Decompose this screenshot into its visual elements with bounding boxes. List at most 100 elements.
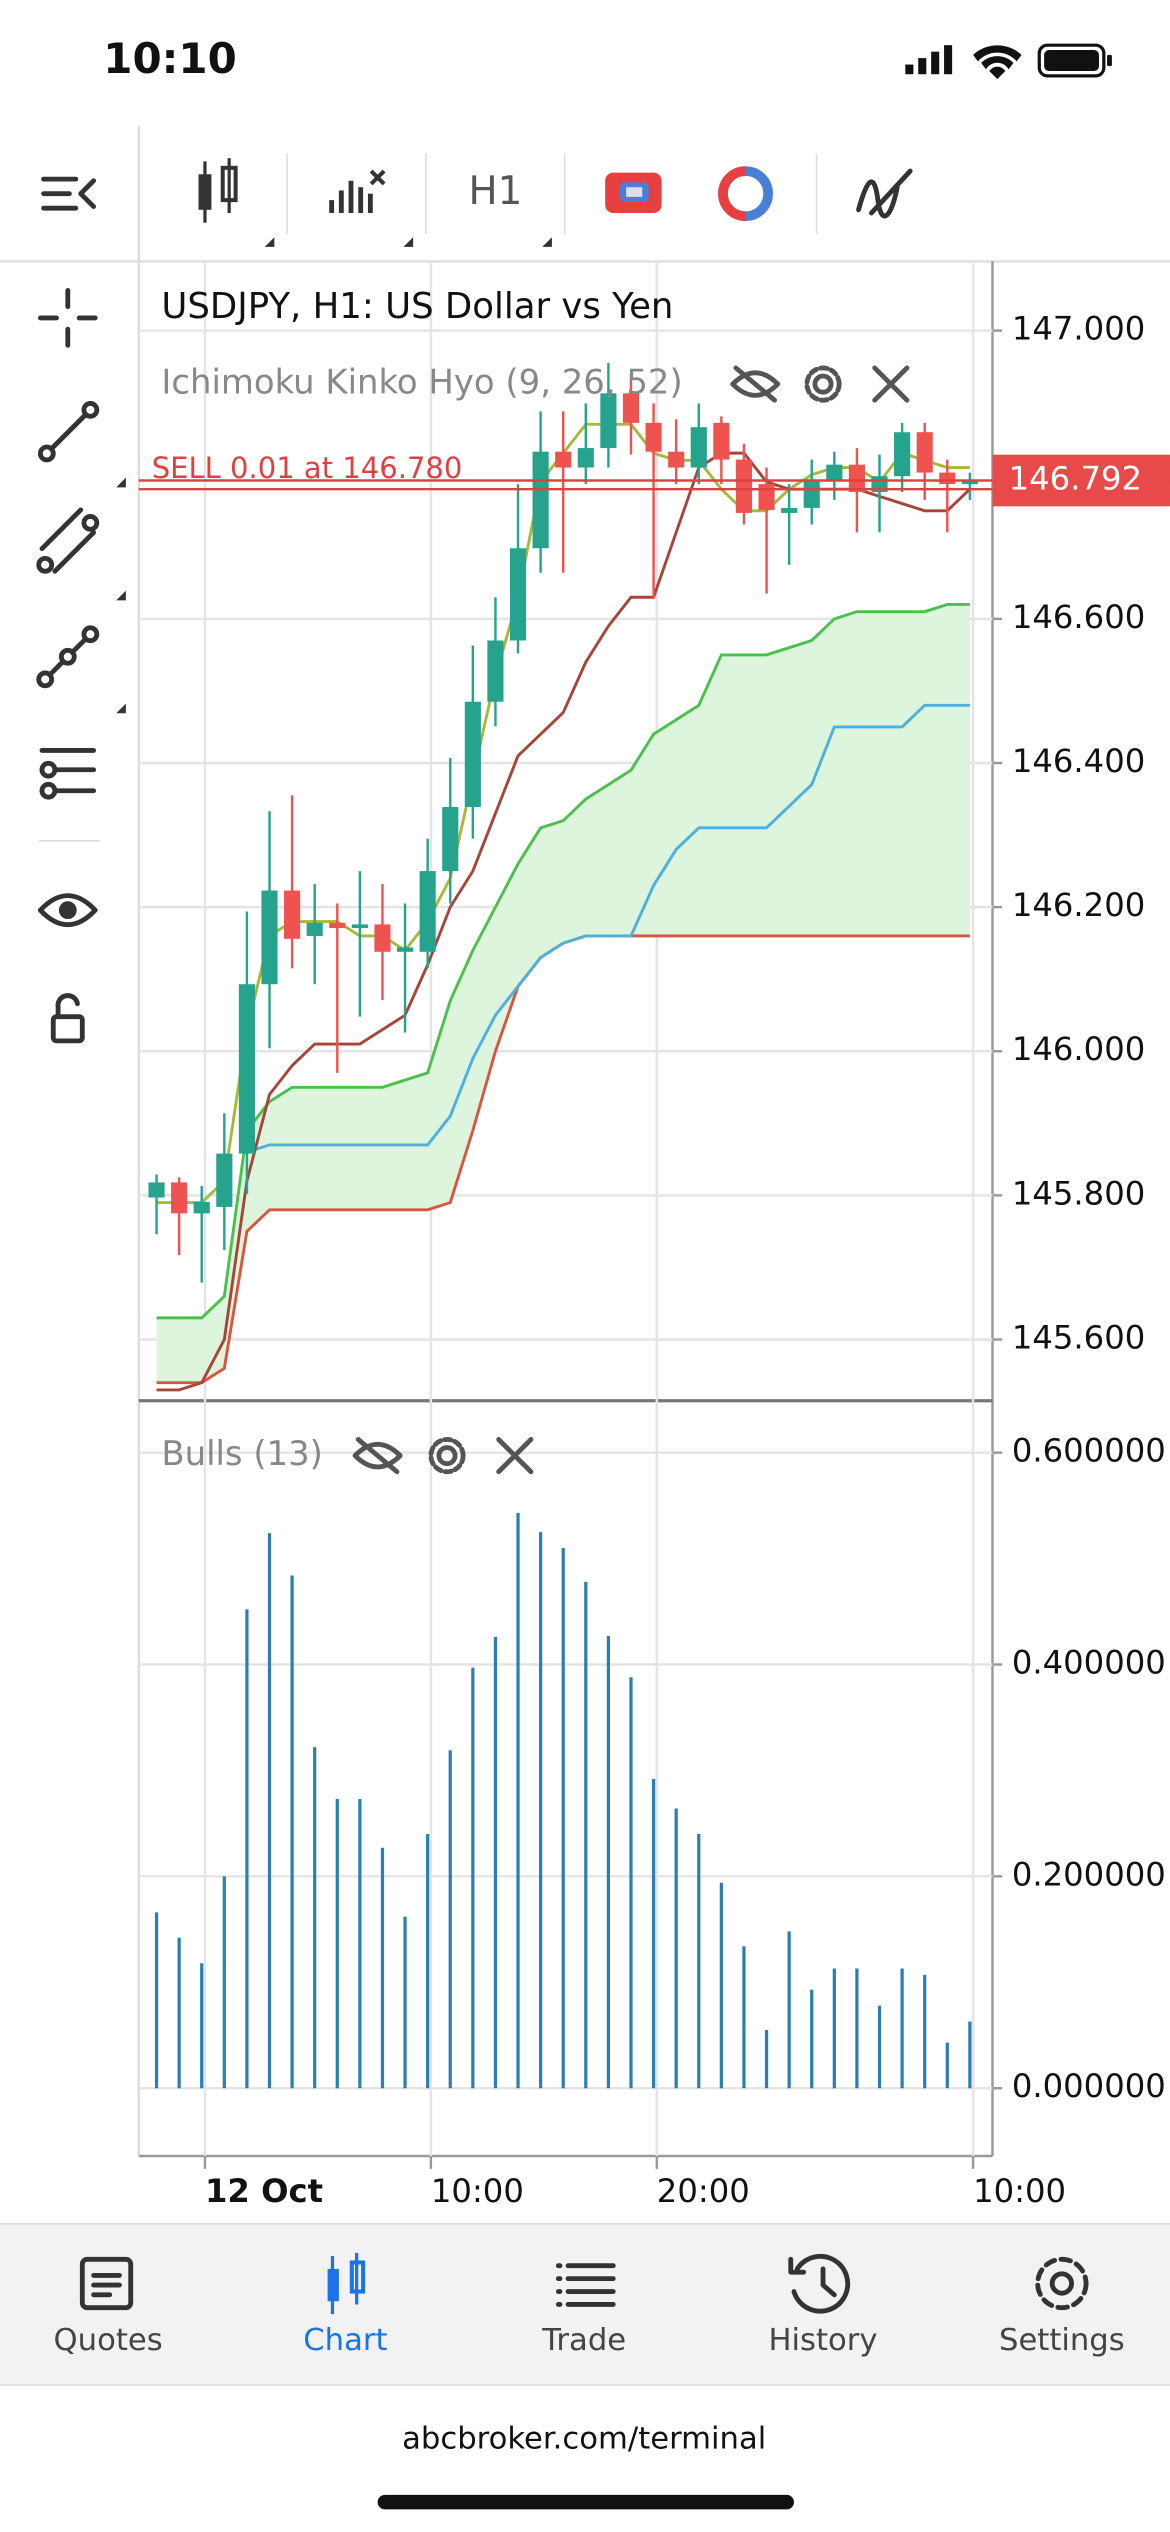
price-tag xyxy=(992,454,1170,507)
path-tool[interactable] xyxy=(36,625,100,689)
line-tool[interactable] xyxy=(37,401,100,463)
candle-body xyxy=(216,1153,233,1207)
y-tick-label: 146.000 xyxy=(1012,1030,1145,1068)
x-tick-label: 12 Oct xyxy=(205,2172,323,2210)
candle-body xyxy=(758,484,775,511)
candle-body xyxy=(487,640,504,702)
y-tick-label: 145.600 xyxy=(1012,1318,1145,1356)
candle-body xyxy=(148,1182,165,1198)
candle-body xyxy=(848,464,865,493)
candle-body xyxy=(803,480,820,508)
candle-body xyxy=(396,947,414,952)
quotes-icon[interactable] xyxy=(79,2256,134,2311)
candle-body xyxy=(894,432,911,477)
settings-icon[interactable] xyxy=(1035,2256,1089,2311)
y-tick-label: 0.000000 xyxy=(1012,2067,1166,2105)
chart-icon[interactable] xyxy=(327,2252,366,2315)
y-tick-label: 0.600000 xyxy=(1012,1432,1166,1470)
url: abcbroker.com/terminal xyxy=(402,2422,766,2457)
candle-body xyxy=(419,871,436,952)
candle-body xyxy=(193,1201,210,1214)
status-icons xyxy=(905,43,1112,80)
nav-label: History xyxy=(768,2323,877,2358)
fibonacci-tool[interactable] xyxy=(39,747,97,800)
candle-body xyxy=(238,984,255,1154)
candle-body xyxy=(690,427,707,468)
order-label: SELL 0.01 at 146.780 xyxy=(152,451,463,485)
candle-body xyxy=(713,422,730,460)
x-tick-label: 10:00 xyxy=(431,2172,524,2210)
crosshair-tool[interactable] xyxy=(37,288,98,348)
y-tick-label: 0.200000 xyxy=(1012,1855,1166,1893)
timeframe-dropdown xyxy=(542,237,552,247)
candle-body xyxy=(735,459,753,513)
candle-body xyxy=(781,507,798,513)
drawing-tools xyxy=(36,288,126,1044)
history-icon[interactable] xyxy=(788,2253,851,2314)
candle-body xyxy=(464,701,481,807)
candle-body xyxy=(668,451,685,468)
chart-title: USDJPY, H1: US Dollar vs Yen xyxy=(161,286,673,327)
candle-body xyxy=(645,422,662,452)
lock-tool[interactable] xyxy=(50,993,85,1044)
history-button[interactable] xyxy=(718,166,774,222)
home-indicator xyxy=(377,2494,794,2510)
candle-body xyxy=(374,924,391,952)
chart-type-button[interactable] xyxy=(198,158,275,247)
candle-body xyxy=(916,432,933,473)
nav-label: Quotes xyxy=(54,2323,163,2358)
objects-button[interactable] xyxy=(856,168,913,219)
candle-body xyxy=(261,890,278,985)
visibility-tool[interactable] xyxy=(37,893,98,927)
candle-body xyxy=(939,472,956,485)
menu-button[interactable] xyxy=(41,176,97,211)
candle-body xyxy=(351,924,368,929)
channel-tool[interactable] xyxy=(36,507,100,574)
candle-body xyxy=(306,922,323,936)
candle-body xyxy=(284,890,301,939)
tool-dropdown xyxy=(116,477,126,488)
candle-body xyxy=(826,464,843,481)
toolbar: H1 xyxy=(0,125,1170,2156)
candle-body xyxy=(555,451,572,468)
timeframe-button[interactable]: H1 xyxy=(469,169,523,214)
status-time: 10:10 xyxy=(103,34,236,83)
tool-dropdown xyxy=(116,703,126,714)
y-tick-label: 145.800 xyxy=(1012,1174,1145,1212)
indicator-title: Ichimoku Kinko Hyo (9, 26, 52) xyxy=(161,363,682,402)
tool-dropdown xyxy=(116,590,126,601)
price-tag-label: 146.792 xyxy=(1009,460,1142,498)
plot xyxy=(138,363,1170,2089)
y-tick-label: 0.400000 xyxy=(1012,1644,1166,1682)
nav-label: Trade xyxy=(541,2323,626,2358)
candle-body xyxy=(600,393,617,449)
candle-body xyxy=(622,393,640,423)
trade-icon[interactable] xyxy=(555,2263,616,2307)
oscillator-title: Bulls (13) xyxy=(161,1434,323,1473)
nav-label: Settings xyxy=(999,2323,1125,2358)
x-tick-label: 20:00 xyxy=(657,2172,750,2210)
indicator-line xyxy=(156,602,970,1320)
candle-body xyxy=(577,448,594,468)
y-tick-label: 146.400 xyxy=(1012,742,1145,780)
candle-body xyxy=(509,548,527,641)
y-tick-label: 146.600 xyxy=(1012,598,1145,636)
chart-frame xyxy=(138,261,994,2158)
cloud-fill xyxy=(156,604,970,1383)
oscillator-controls[interactable] xyxy=(352,1437,534,1475)
nav-label: Chart xyxy=(303,2323,387,2358)
y-tick-label: 147.000 xyxy=(1012,310,1145,348)
candle-body xyxy=(442,806,459,872)
candle-body xyxy=(961,480,978,485)
indicator-line xyxy=(246,703,970,1154)
candle-body xyxy=(532,451,549,549)
trade-button[interactable] xyxy=(605,172,662,214)
candle-body xyxy=(171,1182,188,1214)
candle-body xyxy=(329,922,346,929)
indicators-button[interactable] xyxy=(329,169,414,247)
indicator-controls[interactable] xyxy=(730,365,910,403)
bottom-nav xyxy=(0,2222,1170,2386)
y-tick-label: 146.200 xyxy=(1012,886,1145,924)
